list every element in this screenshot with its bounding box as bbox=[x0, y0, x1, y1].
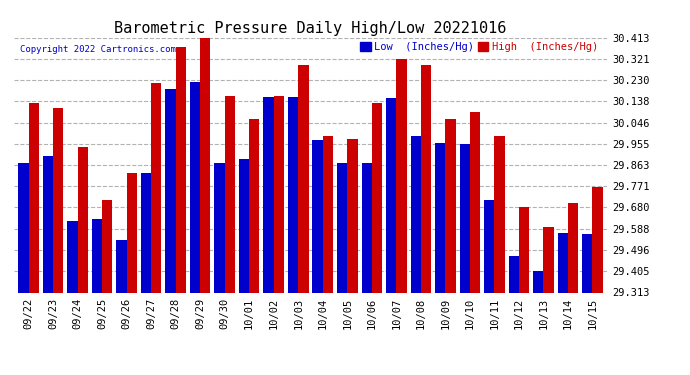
Bar bbox=[558, 233, 568, 292]
Bar bbox=[18, 164, 28, 292]
Bar bbox=[166, 89, 176, 292]
Bar bbox=[411, 135, 421, 292]
Bar bbox=[484, 201, 495, 292]
Bar bbox=[495, 135, 504, 292]
Bar bbox=[117, 240, 126, 292]
Bar bbox=[225, 96, 235, 292]
Bar bbox=[43, 156, 53, 292]
Bar bbox=[53, 108, 63, 292]
Bar bbox=[92, 219, 102, 292]
Bar bbox=[593, 186, 603, 292]
Bar bbox=[509, 256, 519, 292]
Bar bbox=[470, 112, 480, 292]
Bar bbox=[264, 97, 274, 292]
Bar bbox=[28, 103, 39, 292]
Bar bbox=[533, 271, 544, 292]
Bar bbox=[337, 164, 347, 292]
Bar bbox=[298, 65, 308, 292]
Bar bbox=[313, 140, 323, 292]
Bar bbox=[519, 207, 529, 292]
Bar bbox=[239, 159, 249, 292]
Legend: Low  (Inches/Hg), High  (Inches/Hg): Low (Inches/Hg), High (Inches/Hg) bbox=[356, 38, 602, 56]
Bar bbox=[215, 164, 225, 292]
Bar bbox=[67, 221, 77, 292]
Bar bbox=[77, 147, 88, 292]
Bar bbox=[582, 234, 593, 292]
Bar bbox=[126, 172, 137, 292]
Bar bbox=[435, 142, 445, 292]
Bar bbox=[460, 144, 470, 292]
Bar bbox=[200, 38, 210, 292]
Bar bbox=[151, 83, 161, 292]
Bar bbox=[362, 164, 372, 292]
Bar bbox=[347, 139, 357, 292]
Bar bbox=[249, 119, 259, 292]
Bar bbox=[274, 96, 284, 292]
Bar bbox=[102, 201, 112, 292]
Bar bbox=[288, 97, 298, 292]
Bar bbox=[190, 82, 200, 292]
Bar bbox=[176, 48, 186, 292]
Title: Barometric Pressure Daily High/Low 20221016: Barometric Pressure Daily High/Low 20221… bbox=[115, 21, 506, 36]
Bar bbox=[568, 203, 578, 292]
Bar bbox=[141, 172, 151, 292]
Bar bbox=[544, 227, 554, 292]
Bar bbox=[372, 103, 382, 292]
Bar bbox=[396, 59, 406, 292]
Bar bbox=[445, 119, 455, 292]
Bar bbox=[323, 135, 333, 292]
Bar bbox=[421, 65, 431, 292]
Text: Copyright 2022 Cartronics.com: Copyright 2022 Cartronics.com bbox=[20, 45, 176, 54]
Bar bbox=[386, 99, 396, 292]
